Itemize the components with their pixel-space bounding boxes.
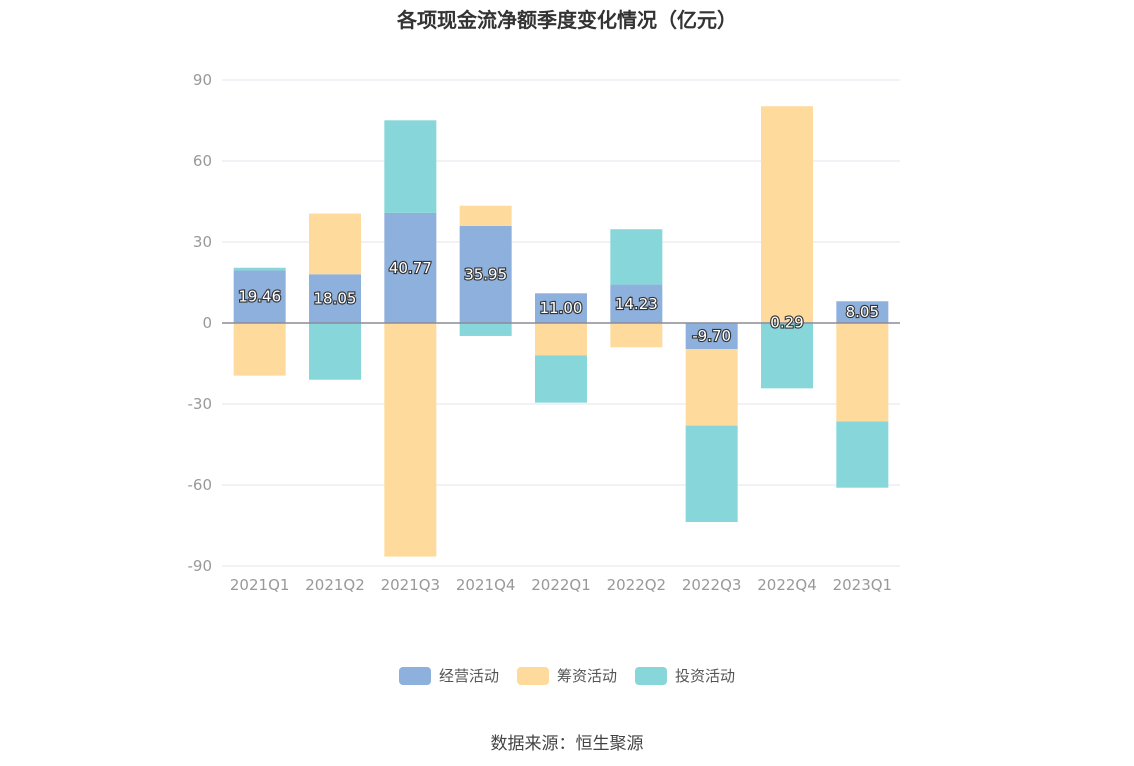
data-label: 19.46 [238, 288, 281, 306]
legend-label-investing: 投资活动 [675, 667, 736, 685]
bar-investing[interactable] [685, 425, 738, 522]
y-tick-label: 0 [202, 314, 212, 332]
bar-investing[interactable] [535, 355, 587, 403]
data-label: 0.29 [770, 314, 803, 332]
legend-swatch-investing [635, 666, 667, 685]
y-tick-label: -60 [188, 476, 213, 494]
legend-item-financing[interactable]: 筹资活动 [516, 665, 617, 686]
legend-item-investing[interactable]: 投资活动 [635, 665, 735, 686]
legend-label-operating: 经营活动 [438, 667, 499, 685]
data-source: 数据来源：恒生聚源 [490, 734, 644, 754]
tick-label-layer: 90 60 30 0 -30 -60 -90 2021Q1 2021Q2 2021Q3 2021Q4… [188, 71, 893, 594]
legend-swatch-financing [516, 666, 549, 685]
bar-financing[interactable] [685, 349, 738, 426]
bar-investing[interactable] [384, 120, 437, 213]
bar-financing[interactable] [836, 323, 889, 422]
bar-investing[interactable] [459, 323, 512, 336]
legend: 经营活动 筹资活动 投资活动 [0, 665, 1134, 686]
bar-operating[interactable] [459, 225, 512, 323]
bar-financing[interactable] [309, 213, 361, 275]
data-label-layer: 19.46 18.05 40.77 35.95 11.00 14.23 -9.70 0.29 8… [237, 258, 880, 346]
data-label: 8.05 [846, 303, 879, 321]
bar-financing[interactable] [535, 323, 587, 356]
data-label: -9.70 [692, 327, 731, 345]
x-tick-label: 2021Q2 [305, 576, 365, 594]
bar-operating[interactable] [836, 301, 889, 323]
data-label: 35.95 [464, 265, 507, 283]
bar-financing[interactable] [761, 106, 813, 323]
legend-label-financing: 筹资活动 [556, 667, 617, 685]
x-tick-label: 2022Q1 [531, 576, 591, 594]
bar-financing[interactable] [459, 205, 512, 226]
bar-operating[interactable] [685, 323, 738, 350]
x-tick-label: 2023Q1 [833, 576, 893, 594]
bar-financing[interactable] [610, 323, 663, 348]
y-tick-label: 60 [193, 152, 212, 170]
y-tick-label: 90 [193, 71, 212, 89]
bar-layer [233, 106, 889, 557]
bar-operating[interactable] [610, 284, 663, 323]
legend-swatch-operating [398, 666, 431, 685]
x-tick-label: 2022Q2 [607, 576, 667, 594]
bar-operating[interactable] [535, 293, 587, 323]
x-tick-label: 2021Q3 [381, 576, 441, 594]
bar-investing[interactable] [836, 421, 889, 488]
x-tick-label: 2021Q4 [456, 576, 516, 594]
data-label: 18.05 [314, 290, 357, 308]
y-tick-label: 30 [193, 233, 212, 251]
bar-operating[interactable] [309, 274, 361, 323]
x-tick-label: 2022Q4 [757, 576, 817, 594]
chart-title: 各项现金流净额季度变化情况（亿元） [397, 8, 737, 32]
data-label: 14.23 [615, 295, 658, 313]
bar-investing[interactable] [761, 323, 813, 389]
data-label: 40.77 [389, 259, 432, 277]
bar-operating[interactable] [384, 212, 437, 323]
bar-investing[interactable] [309, 323, 361, 380]
bar-investing[interactable] [610, 229, 663, 285]
bar-operating[interactable] [233, 270, 286, 323]
y-tick-label: -90 [188, 557, 213, 575]
legend-item-operating[interactable]: 经营活动 [398, 665, 499, 686]
data-label: 11.00 [540, 299, 583, 317]
bar-financing[interactable] [233, 323, 286, 376]
bar-chart: 19.46 18.05 40.77 35.95 11.00 14.23 -9.70 0.29 8… [188, 71, 900, 594]
bar-financing[interactable] [384, 323, 437, 557]
y-tick-label: -30 [188, 395, 213, 413]
x-tick-label: 2021Q1 [230, 576, 290, 594]
bar-investing[interactable] [233, 267, 286, 271]
x-tick-label: 2022Q3 [682, 576, 742, 594]
